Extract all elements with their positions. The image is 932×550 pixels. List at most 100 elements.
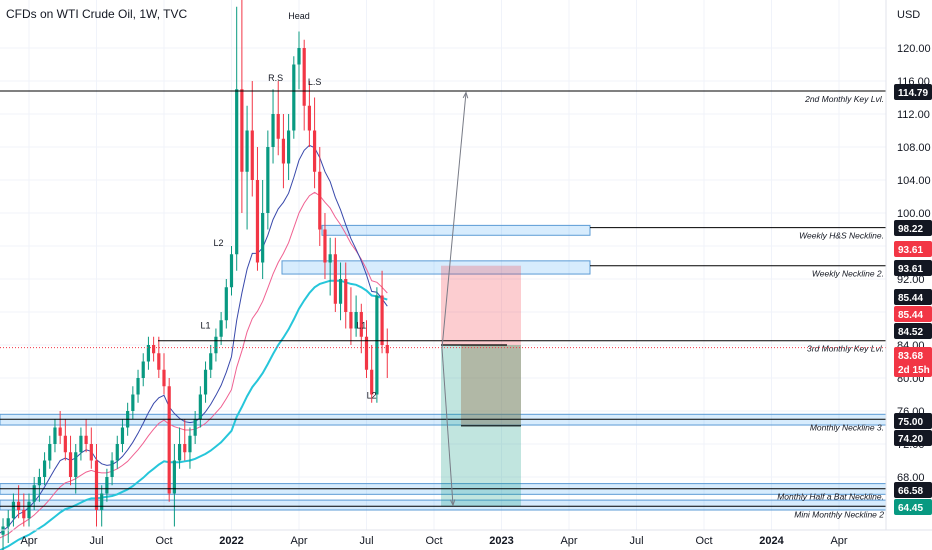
candle: [219, 312, 223, 345]
candle-body: [344, 279, 348, 312]
time-tick-label: Oct: [695, 535, 712, 547]
candle: [302, 39, 306, 131]
level-label: Weekly H&S Neckline.: [799, 231, 884, 241]
candle: [53, 419, 57, 453]
price-tick-label: 108.00: [897, 142, 931, 154]
price-tick-label: 68.00: [897, 472, 925, 484]
time-tick-label: 2024: [759, 535, 784, 547]
candle-body: [37, 477, 41, 486]
price-tick-label: 112.00: [897, 109, 930, 121]
candle: [240, 0, 244, 213]
currency-label: USD: [897, 9, 920, 21]
candle: [266, 130, 270, 230]
candle: [152, 336, 156, 362]
price-badge-value: 85.44: [898, 293, 923, 304]
candle-body: [11, 501, 16, 519]
time-tick-label: Apr: [830, 535, 847, 547]
pattern-label: L1: [356, 321, 366, 331]
candle: [162, 353, 166, 395]
candle-body: [292, 64, 296, 131]
candle: [183, 419, 187, 461]
price-badge: 66.58: [894, 482, 932, 498]
price-badge-bg: [894, 84, 932, 100]
candle: [141, 353, 145, 387]
candle-body: [240, 89, 244, 172]
candle-body: [235, 89, 239, 255]
candle: [281, 114, 286, 189]
candle: [58, 411, 62, 444]
price-badge-value: 84.52: [898, 327, 923, 338]
price-badge: 83.68 2d 15h: [894, 347, 932, 377]
candle: [188, 427, 192, 469]
price-badge-bg: [894, 220, 932, 236]
candle: [385, 328, 389, 378]
price-badge-value: 93.61: [898, 264, 923, 275]
candle-body: [115, 444, 119, 461]
candle-body: [198, 394, 202, 420]
candle: [214, 328, 218, 362]
price-badge-value: 74.20: [898, 434, 923, 445]
price-badge-value: 98.22: [898, 224, 923, 235]
level-label: Monthly Neckline 3.: [810, 422, 884, 432]
short-position-tool[interactable]: [441, 265, 521, 507]
price-badge: 75.00: [894, 413, 932, 429]
candle-body: [89, 444, 93, 461]
candle-body: [177, 444, 182, 461]
price-tick-label: 92.00: [897, 274, 925, 286]
stop-loss-zone: [441, 265, 521, 345]
candle: [146, 336, 151, 370]
candle: [292, 56, 296, 139]
candle: [245, 105, 249, 230]
price-badge-bg: [894, 241, 932, 257]
candle: [79, 427, 83, 461]
candle-body: [307, 105, 311, 131]
candle: [359, 303, 363, 354]
candle: [255, 147, 260, 271]
candle-body: [229, 254, 234, 288]
candle-body: [281, 138, 286, 164]
candle-body: [261, 213, 265, 263]
candle-body: [349, 312, 353, 329]
candle-body: [370, 369, 374, 395]
ema-fast-line: [0, 144, 388, 534]
candle-body: [250, 130, 254, 180]
level-label: 3rd Monthly Key Lvl.: [807, 344, 884, 354]
candle: [157, 336, 161, 378]
candle-body: [193, 419, 197, 436]
price-badge: 85.44: [894, 306, 932, 322]
candle: [338, 262, 343, 321]
candle-body: [6, 518, 10, 527]
candle-body: [312, 130, 317, 172]
time-axis[interactable]: Apr Jul Oct 2022 Apr Jul Oct 2023 Apr Jul Oct 2024 A…: [20, 535, 847, 547]
price-badge: 85.44: [894, 289, 932, 305]
candle: [344, 262, 348, 329]
level-zone: [281, 260, 591, 275]
candle-body: [136, 378, 140, 395]
price-badge: 93.61: [894, 241, 932, 257]
price-tick-label: 104.00: [897, 175, 931, 187]
candle: [193, 411, 197, 444]
candle: [375, 287, 379, 403]
candle-body: [53, 427, 57, 444]
candle: [235, 6, 239, 271]
grid-lines: [0, 0, 886, 530]
candle: [224, 279, 228, 329]
level-lines: 2nd Monthly Key Lvl. Weekly H&S Neckline.…: [0, 90, 886, 519]
candle-body: [48, 444, 52, 461]
candle-body: [385, 345, 389, 354]
price-badge-value: 83.68: [898, 351, 923, 362]
pattern-label: R.S: [268, 73, 283, 83]
level-label: Mini Monthly Neckline 2: [794, 509, 884, 519]
candle: [307, 81, 311, 147]
price-badge-value: 64.45: [898, 503, 923, 514]
price-badge-bg: [894, 347, 932, 377]
candle-body: [380, 295, 384, 345]
candle-body: [318, 171, 322, 230]
candle: [27, 493, 31, 527]
time-tick-label: Oct: [425, 535, 442, 547]
candle: [209, 345, 213, 378]
candle-body: [364, 336, 369, 370]
candle: [1, 518, 5, 550]
upside-arrow-head: [462, 91, 469, 99]
